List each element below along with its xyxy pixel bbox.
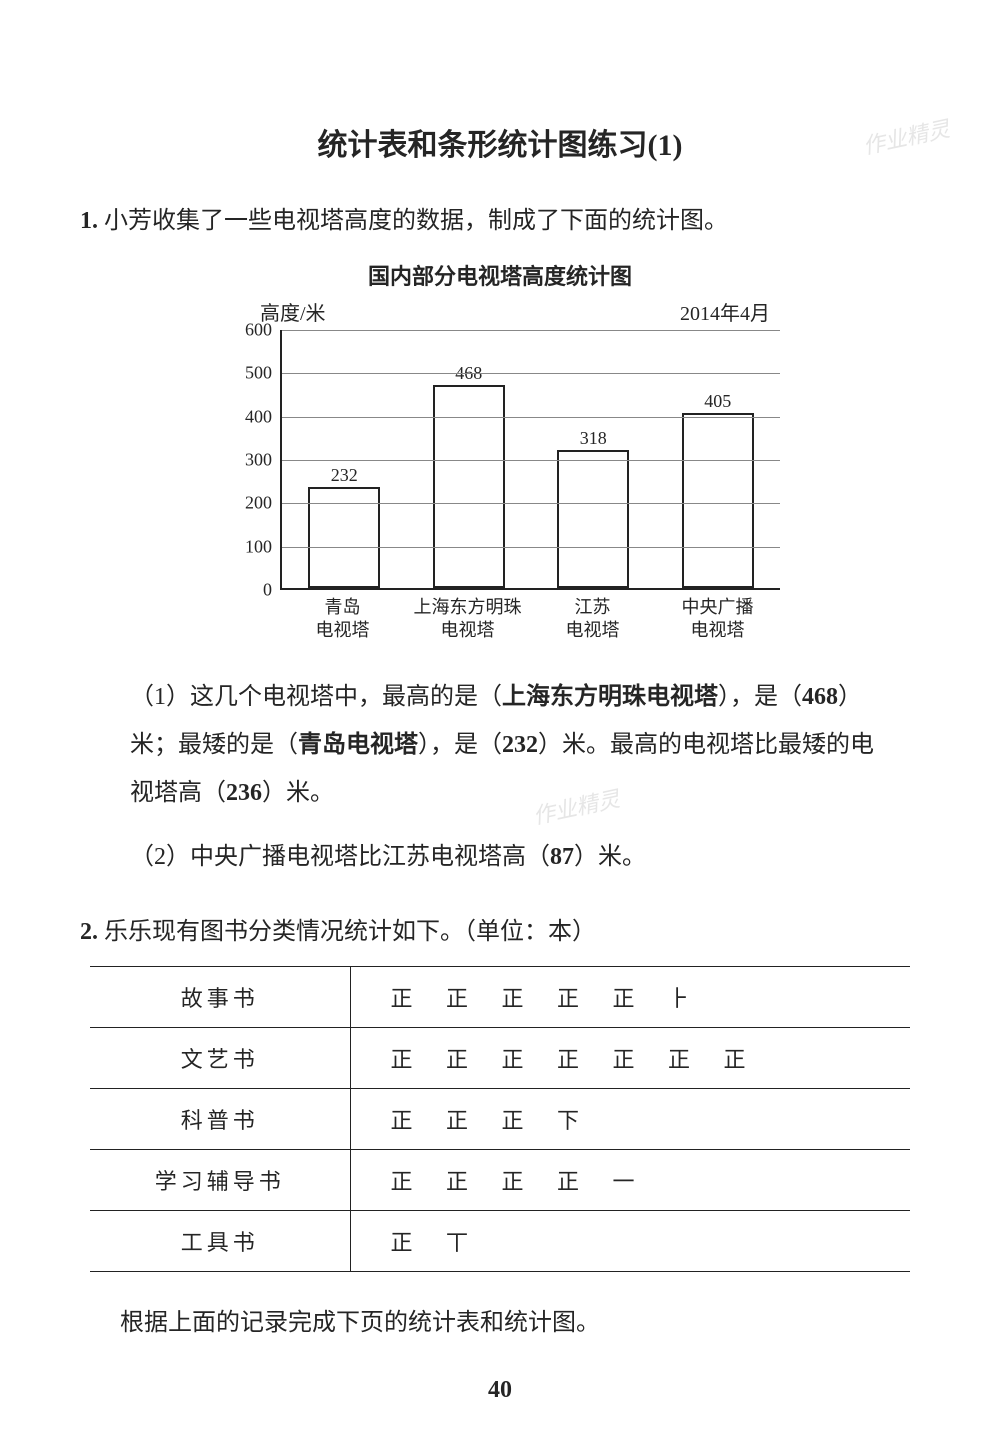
bar-slot: 405 (682, 413, 754, 589)
page-number: 40 (80, 1377, 920, 1404)
question-2-intro: 2. 乐乐现有图书分类情况统计如下。（单位：本） (80, 911, 920, 946)
question-2-text: 乐乐现有图书分类情况统计如下。（单位：本） (104, 919, 596, 945)
y-tick-label: 400 (245, 406, 272, 427)
question-1-text: 小芳收集了一些电视塔高度的数据，制成了下面的统计图。 (104, 208, 728, 234)
bars-container: 232 468 318 405 (282, 330, 780, 588)
grid-line (282, 460, 780, 461)
text: ）米。 (262, 780, 334, 806)
y-tick-label: 200 (245, 493, 272, 514)
text: ），是（ (418, 732, 502, 758)
grid-line (282, 503, 780, 504)
y-tick-label: 100 (245, 536, 272, 557)
y-tick-label: 600 (245, 320, 272, 341)
bar-value-label: 405 (704, 391, 731, 412)
text: ），是（ (718, 684, 802, 710)
answer-blank: 468 (802, 684, 838, 710)
tally-cell: 正 正 正 正 正 正 正 (350, 1027, 910, 1088)
category-cell: 科普书 (90, 1088, 350, 1149)
question-2-footer: 根据上面的记录完成下页的统计表和统计图。 (120, 1302, 920, 1337)
table-row: 工具书正 丅 (90, 1210, 910, 1271)
grid-line (282, 373, 780, 374)
category-cell: 文艺书 (90, 1027, 350, 1088)
answer-blank: 87 (550, 844, 574, 870)
bar-chart: 国内部分电视塔高度统计图 高度/米 2014年4月 01002003004005… (220, 259, 780, 643)
chart-date: 2014年4月 (680, 297, 770, 326)
grid-line (282, 417, 780, 418)
category-cell: 工具书 (90, 1210, 350, 1271)
table-row: 文艺书正 正 正 正 正 正 正 (90, 1027, 910, 1088)
question-1-sub-1: （1）这几个电视塔中，最高的是（上海东方明珠电视塔），是（468）米；最矮的是（… (130, 673, 890, 817)
tally-cell: 正 正 正 正 一 (350, 1149, 910, 1210)
y-tick-label: 0 (263, 580, 272, 601)
worksheet-page: 作业精灵 作业精灵 统计表和条形统计图练习(1) 1. 小芳收集了一些电视塔高度… (0, 0, 1000, 1444)
question-1-intro: 1. 小芳收集了一些电视塔高度的数据，制成了下面的统计图。 (80, 200, 920, 235)
x-tick-label: 青岛电视塔 (288, 596, 398, 643)
answer-blank: 上海东方明珠电视塔 (502, 684, 718, 710)
bar-value-label: 232 (331, 465, 358, 486)
bar: 318 (557, 450, 629, 588)
x-axis-labels: 青岛电视塔上海东方明珠电视塔江苏电视塔中央广播电视塔 (280, 596, 780, 643)
y-tick-label: 500 (245, 363, 272, 384)
category-cell: 学习辅导书 (90, 1149, 350, 1210)
question-1-number: 1. (80, 208, 98, 234)
answer-blank: 青岛电视塔 (298, 732, 418, 758)
x-tick-label: 中央广播电视塔 (663, 596, 773, 643)
question-1-sub-2: （2）中央广播电视塔比江苏电视塔高（87）米。 (130, 833, 890, 881)
text: （1）这几个电视塔中，最高的是（ (130, 684, 502, 710)
x-tick-label: 江苏电视塔 (538, 596, 648, 643)
bar: 405 (682, 413, 754, 589)
answer-blank: 236 (226, 780, 262, 806)
text: ）米。 (574, 844, 646, 870)
question-2-number: 2. (80, 919, 98, 945)
tally-cell: 正 丅 (350, 1210, 910, 1271)
y-tick-label: 300 (245, 450, 272, 471)
chart-title: 国内部分电视塔高度统计图 (220, 259, 780, 291)
chart-plot-area: 232 468 318 405 (280, 330, 780, 590)
bar-value-label: 318 (580, 428, 607, 449)
category-cell: 故事书 (90, 966, 350, 1027)
bar: 468 (433, 385, 505, 588)
table-row: 科普书正 正 正 下 (90, 1088, 910, 1149)
bar-slot: 468 (433, 385, 505, 588)
bar-slot: 318 (557, 450, 629, 588)
text: （2）中央广播电视塔比江苏电视塔高（ (130, 844, 550, 870)
y-axis-ticks: 0100200300400500600 (220, 330, 280, 590)
answer-blank: 232 (502, 732, 538, 758)
grid-line (282, 547, 780, 548)
grid-line (282, 330, 780, 331)
tally-cell: 正 正 正 下 (350, 1088, 910, 1149)
tally-cell: 正 正 正 正 正 ⺊ (350, 966, 910, 1027)
page-title: 统计表和条形统计图练习(1) (80, 120, 920, 164)
x-tick-label: 上海东方明珠电视塔 (413, 596, 523, 643)
table-row: 故事书正 正 正 正 正 ⺊ (90, 966, 910, 1027)
tally-table: 故事书正 正 正 正 正 ⺊文艺书正 正 正 正 正 正 正科普书正 正 正 下… (90, 966, 910, 1272)
table-row: 学习辅导书正 正 正 正 一 (90, 1149, 910, 1210)
